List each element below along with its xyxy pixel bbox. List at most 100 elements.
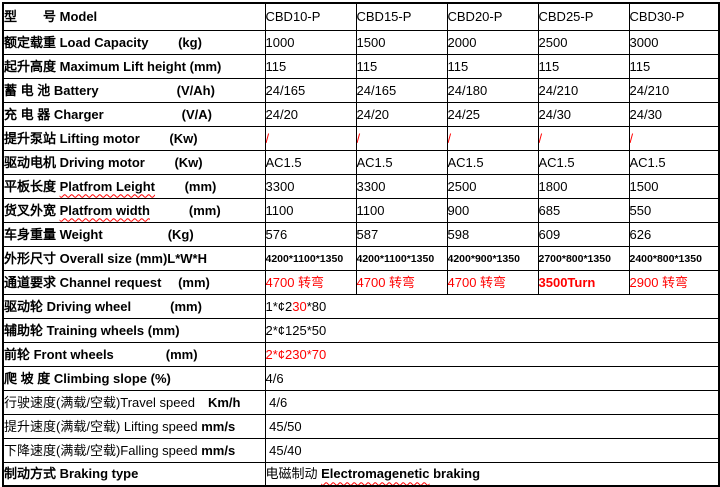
text-segment: mm/s [201, 418, 236, 434]
text-segment: 598 [447, 226, 470, 242]
row-label: 外形尺寸 Overall size (mm)L*W*H [2, 245, 266, 271]
row-label: 行驶速度(满载/空载)Travel speed Km/h [2, 389, 266, 415]
text-segment: 45/40 [265, 442, 302, 458]
table-row: 前轮 Front wheels (mm) 2*¢230*70 [2, 341, 720, 367]
row-label: 下降速度(满载/空载)Falling speed mm/s [2, 437, 266, 463]
text-segment: 3300 [356, 178, 386, 194]
value-cell: 115 [264, 53, 357, 79]
value-cell: AC1.5 [628, 149, 720, 175]
text-segment: AC1.5 [447, 154, 484, 170]
text-segment: 2000 [447, 34, 477, 50]
value-cell: / [628, 125, 720, 151]
table-row: 通道要求 Channel request (mm) 4700 转弯 4700 转弯 4… [2, 269, 720, 295]
text-segment: 爬 坡 度 Climbing slope (%) [4, 370, 171, 386]
text-segment: 提升速度(满载/空载) Lifting speed [4, 418, 202, 434]
text-segment [195, 395, 208, 410]
text-segment: 1500 [356, 34, 386, 50]
text-segment: 4700 转弯 [356, 274, 416, 290]
value-cell: 598 [446, 221, 539, 247]
text-segment: 3500Turn [538, 274, 596, 290]
table-row: 外形尺寸 Overall size (mm)L*W*H 4200*1100*135… [2, 245, 720, 271]
text-segment: AC1.5 [629, 154, 666, 170]
value-cell: / [446, 125, 539, 151]
row-label: 驱动轮 Driving wheel (mm) [2, 293, 266, 319]
row-label: 货叉外宽 Platfrom width (mm) [2, 197, 266, 223]
model-cell: CBD10-P [264, 2, 357, 31]
value-cell: 550 [628, 197, 720, 223]
value-cell: 115 [446, 53, 539, 79]
text-segment: 制动方式 Braking type [4, 466, 139, 482]
text-segment: Platfrom width [59, 202, 150, 218]
text-segment: 型 号 Model [4, 9, 98, 25]
text-segment: 车身重量 Weight (Kg) [4, 226, 194, 242]
value-cell: 3300 [264, 173, 357, 199]
row-label: 驱动电机 Driving motor (Kw) [2, 149, 266, 175]
text-segment: Electromagenetic [321, 466, 430, 482]
text-segment: 1800 [538, 178, 568, 194]
value-cell: 24/20 [264, 101, 357, 127]
text-segment: 587 [356, 226, 379, 242]
table-row: 型 号 Model CBD10-P CBD15-P CBD20-P CBD25-P CBD… [2, 2, 720, 31]
text-segment: 24/20 [265, 106, 299, 122]
value-cell: 1500 [355, 29, 448, 55]
value-cell: 115 [355, 53, 448, 79]
table-row: 制动方式 Braking type 电磁制动 Electromagenetic b… [2, 461, 720, 487]
text-segment: (mm) [154, 178, 217, 194]
value-cell: AC1.5 [355, 149, 448, 175]
text-segment: *80 [306, 298, 327, 314]
text-segment: 2500 [447, 178, 477, 194]
table-row: 提升速度(满载/空载) Lifting speed mm/s 45/50 [2, 413, 720, 439]
text-segment: 1*¢2 [265, 298, 293, 314]
text-segment: 下降速度(满载/空载)Falling speed [4, 442, 202, 458]
value-cell: 587 [355, 221, 448, 247]
model-cell: CBD20-P [446, 2, 539, 31]
value-cell: AC1.5 [264, 149, 357, 175]
value-cell: 2500 [446, 173, 539, 199]
text-segment: 行驶速度(满载/空载)Travel speed [4, 394, 195, 410]
text-segment: 前轮 Front wheels (mm) [4, 346, 198, 362]
text-segment: 24/30 [629, 106, 663, 122]
text-segment: 驱动电机 Driving motor (Kw) [4, 154, 203, 170]
text-segment: 4/6 [265, 370, 284, 386]
text-segment: 550 [629, 202, 652, 218]
value-cell: 24/20 [355, 101, 448, 127]
value-cell: 4200*1100*1350 [355, 245, 448, 271]
table-row: 充 电 器 Charger (V/A) 24/20 24/20 24/25 24/30 2… [2, 101, 720, 127]
value-cell: AC1.5 [446, 149, 539, 175]
table-row: 驱动轮 Driving wheel (mm) 1*¢230*80 [2, 293, 720, 319]
value-cell: AC1.5 [537, 149, 630, 175]
text-segment: 3300 [265, 178, 295, 194]
text-segment: AC1.5 [538, 154, 575, 170]
text-segment: 额定载重 Load Capacity (kg) [4, 34, 202, 50]
text-segment: 通道要求 Channel request (mm) [4, 274, 210, 290]
text-segment: / [538, 130, 543, 146]
text-segment: 充 电 器 Charger (V/A) [4, 106, 213, 122]
text-segment: 货叉外宽 [4, 202, 60, 218]
row-label: 提升速度(满载/空载) Lifting speed mm/s [2, 413, 266, 439]
text-segment: 115 [538, 58, 560, 74]
text-segment: 30 [292, 298, 307, 314]
text-segment: 驱动轮 Driving wheel (mm) [4, 298, 202, 314]
value-cell: 2400*800*1350 [628, 245, 720, 271]
table-row: 蓄 电 池 Battery (V/Ah) 24/165 24/165 24/180 24… [2, 77, 720, 103]
text-segment: Platfrom Leight [59, 178, 155, 194]
value-cell-merged: 2*¢230*70 [264, 341, 720, 367]
value-cell: 24/165 [355, 77, 448, 103]
text-segment: 900 [447, 202, 470, 218]
table-row: 车身重量 Weight (Kg) 576 587 598 609 626 [2, 221, 720, 247]
text-segment: 2700*800*1350 [538, 253, 611, 266]
text-segment: 626 [629, 226, 652, 242]
value-cell: 2900 转弯 [628, 269, 720, 295]
value-cell: 609 [537, 221, 630, 247]
text-segment: 4200*1100*1350 [356, 253, 435, 266]
text-segment: / [629, 130, 634, 146]
value-cell: 24/210 [628, 77, 720, 103]
text-segment: 4700 转弯 [265, 274, 325, 290]
text-segment: 2900 转弯 [629, 274, 689, 290]
value-cell: 24/210 [537, 77, 630, 103]
row-label: 起升高度 Maximum Lift height (mm) [2, 53, 266, 79]
text-segment: 24/165 [265, 82, 306, 98]
text-segment: 4200*900*1350 [447, 253, 520, 266]
